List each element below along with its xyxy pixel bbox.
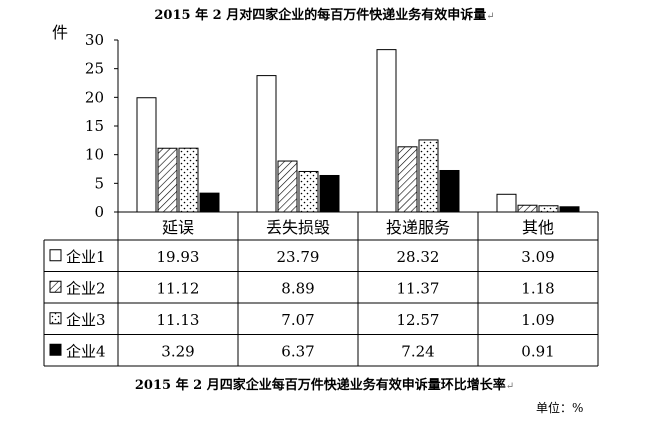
table-cell: 28.32 [397,248,440,266]
table-cell: 3.09 [521,248,554,266]
table-cell: 8.89 [281,279,314,297]
bar-3-4 [538,205,559,213]
x-category-label: 延误 [162,218,194,237]
table-cell: 1.09 [521,311,554,329]
x-category-label: 其他 [522,218,554,237]
bar-4-2 [319,174,340,213]
bar-2-1 [157,147,178,213]
y-tick-label: 25 [85,60,104,78]
bar-3-3 [418,139,439,213]
y-tick-label: 5 [94,174,104,192]
bar-2-3 [397,146,418,213]
legend-swatch-3 [49,312,62,325]
bar-2-2 [277,160,298,213]
table-cell: 11.13 [157,311,200,329]
paragraph-mark: ↵ [505,381,515,392]
bar-1-2 [256,75,277,213]
table-cell: 11.37 [397,279,440,297]
y-tick-label: 10 [85,146,104,164]
y-tick-label: 20 [85,88,104,106]
legend-label: 企业3 [66,311,106,329]
table-cell: 19.93 [157,248,200,266]
bar-3-1 [178,147,199,213]
unit-label: 单位：% [536,401,584,415]
bar-3-2 [298,170,319,213]
bar-2-4 [517,204,538,213]
table-cell: 1.18 [521,279,554,297]
bar-1-3 [376,49,397,213]
x-category-label: 投递服务 [386,218,450,237]
table-cell: 0.91 [521,342,554,360]
x-category-label: 丢失损毁 [266,218,330,237]
legend-swatch-2 [49,280,62,293]
bar-4-1 [199,192,220,213]
table-caption: 2015 年 2 月四家企业每百万件快递业务有效申诉量环比增长率↵ [134,378,515,393]
bar-1-1 [136,97,157,213]
y-tick-label: 30 [85,31,104,49]
chart-title: 2015 年 2 月对四家企业的每百万件快递业务有效申诉量↵ [154,8,495,23]
table-cell: 7.24 [401,342,434,360]
table-cell: 3.29 [161,342,194,360]
table-cell: 7.07 [281,311,314,329]
paragraph-mark: ↵ [486,11,495,22]
legend-swatch-1 [49,249,62,262]
legend-swatch-4 [49,343,62,356]
table-cell: 12.57 [397,311,440,329]
legend-label: 企业2 [66,279,106,297]
table-cell: 23.79 [277,248,320,266]
y-tick-label: 0 [94,203,104,221]
bar-4-3 [439,169,460,213]
table-cell: 6.37 [281,342,314,360]
legend-label: 企业4 [66,342,106,360]
y-tick-label: 15 [85,117,104,135]
legend-label: 企业1 [66,248,106,266]
bar-4-4 [559,206,580,213]
bar-1-4 [496,193,517,213]
y-axis-label: 件 [52,23,68,42]
table-cell: 11.12 [157,279,200,297]
